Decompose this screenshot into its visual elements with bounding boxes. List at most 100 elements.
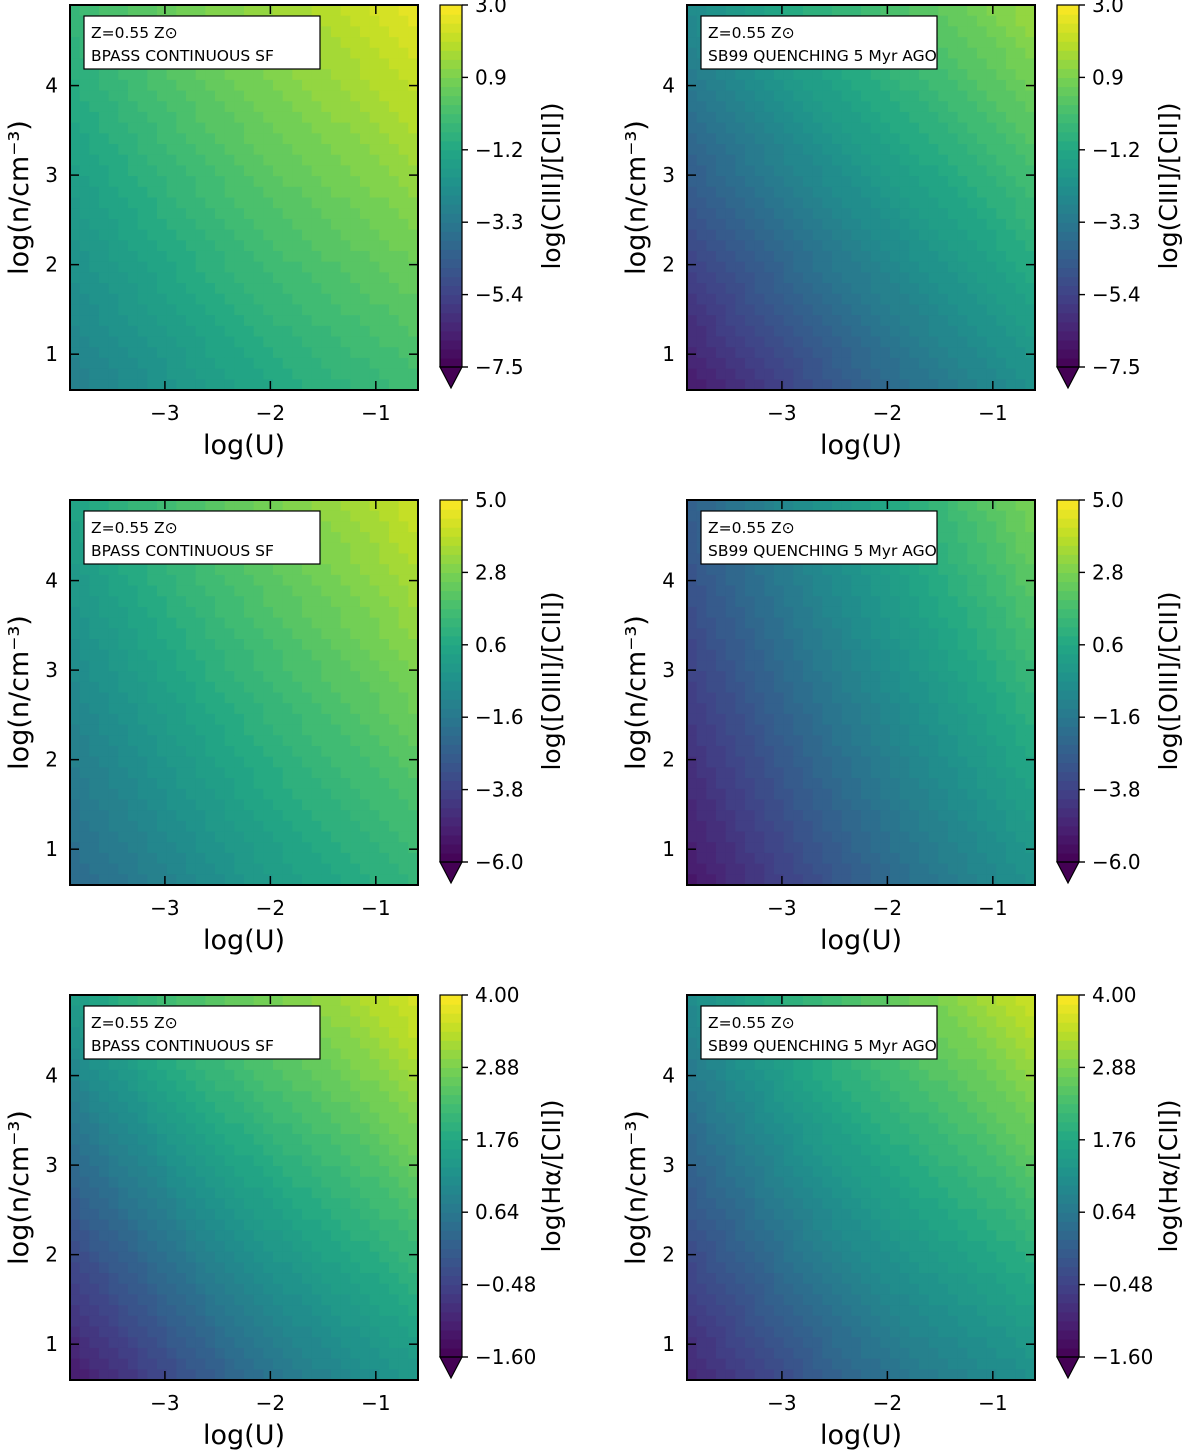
contour-cell <box>79 101 90 113</box>
contour-cell <box>1025 90 1035 102</box>
contour-cell <box>186 756 197 768</box>
contour-cell <box>215 218 226 231</box>
contour-cell <box>389 379 400 390</box>
contour-cell <box>696 186 707 199</box>
contour-cell <box>764 90 775 102</box>
contour-cell <box>1006 336 1017 348</box>
contour-cell <box>79 122 90 134</box>
contour-cell <box>841 649 852 662</box>
contour-cell <box>186 379 197 390</box>
contour-cell <box>716 820 727 833</box>
contour-cell <box>302 500 313 512</box>
contour-cell <box>205 735 216 747</box>
contour-cell <box>841 574 852 587</box>
contour-cell <box>754 681 765 694</box>
contour-cell <box>967 218 978 231</box>
contour-cell <box>389 197 400 209</box>
contour-cell <box>263 500 274 512</box>
contour-cell <box>379 272 390 284</box>
contour-cell <box>302 564 313 576</box>
contour-cell <box>282 69 293 81</box>
contour-cell <box>224 831 235 843</box>
contour-cell <box>137 767 148 779</box>
contour-cell <box>899 842 910 854</box>
contour-cell <box>812 574 823 587</box>
contour-cell <box>186 810 197 822</box>
contour-cell <box>774 315 785 327</box>
contour-cell <box>841 229 852 241</box>
contour-cell <box>253 101 264 113</box>
contour-cell <box>389 574 400 587</box>
contour-cell <box>783 304 794 316</box>
contour-cell <box>890 336 901 348</box>
contour-cell <box>331 304 342 316</box>
contour-cell <box>398 101 409 113</box>
contour-cell <box>244 649 255 662</box>
contour-cell <box>687 735 698 747</box>
colorbar-segment <box>440 231 462 241</box>
contour-cell <box>273 325 284 338</box>
contour-cell <box>205 810 216 822</box>
contour-cell <box>890 692 901 704</box>
contour-cell <box>350 165 361 177</box>
contour-cell <box>321 692 332 704</box>
contour-cell <box>234 379 245 390</box>
contour-cell <box>263 585 274 597</box>
contour-cell <box>331 585 342 597</box>
contour-cell <box>147 639 158 651</box>
contour-cell <box>977 208 988 220</box>
contour-cell <box>89 272 100 284</box>
contour-cell <box>832 628 843 640</box>
contour-cell <box>224 852 235 865</box>
contour-cell <box>137 5 148 17</box>
contour-cell <box>128 820 139 833</box>
contour-cell <box>1015 154 1026 167</box>
contour-cell <box>832 767 843 779</box>
contour-cell <box>79 852 90 865</box>
contour-cell <box>841 197 852 209</box>
contour-cell <box>745 144 756 156</box>
contour-cell <box>899 692 910 704</box>
contour-cell <box>774 101 785 113</box>
contour-cell <box>195 218 206 231</box>
contour-cell <box>137 144 148 156</box>
contour-cell <box>79 585 90 597</box>
contour-cell <box>909 574 920 587</box>
contour-cell <box>832 852 843 865</box>
contour-cell <box>725 90 736 102</box>
contour-cell <box>137 315 148 327</box>
contour-cell <box>706 304 717 316</box>
contour-cell <box>302 165 313 177</box>
contour-cell <box>118 649 129 662</box>
contour-cell <box>311 357 322 370</box>
contour-cell <box>224 186 235 199</box>
contour-cell <box>302 596 313 608</box>
contour-cell <box>398 37 409 49</box>
contour-cell <box>861 336 872 348</box>
contour-cell <box>735 874 746 885</box>
contour-cell <box>118 703 129 715</box>
contour-cell <box>880 176 891 188</box>
contour-cell <box>128 101 139 113</box>
contour-cell <box>292 874 303 885</box>
contour-cell <box>282 283 293 295</box>
contour-cell <box>1025 69 1035 81</box>
contour-cell <box>957 261 968 273</box>
contour-cell <box>398 15 409 27</box>
contour-cell <box>128 842 139 854</box>
contour-cell <box>234 735 245 747</box>
contour-cell <box>841 165 852 177</box>
contour-cell <box>745 90 756 102</box>
contour-cell <box>861 703 872 715</box>
contour-cell <box>822 745 833 758</box>
contour-cell <box>70 745 81 758</box>
contour-cell <box>340 596 351 608</box>
contour-cell <box>735 144 746 156</box>
contour-cell <box>870 144 881 156</box>
contour-cell <box>292 842 303 854</box>
contour-cell <box>215 745 226 758</box>
contour-cell <box>735 315 746 327</box>
contour-cell <box>1025 154 1035 167</box>
contour-cell <box>957 208 968 220</box>
contour-cell <box>79 218 90 231</box>
